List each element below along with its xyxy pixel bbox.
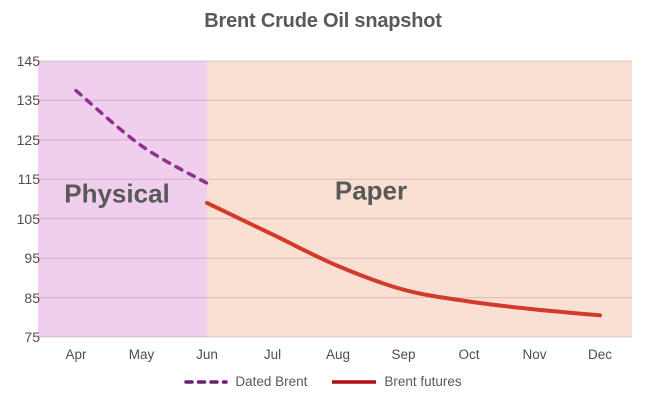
chart-title: Brent Crude Oil snapshot	[204, 10, 442, 32]
legend-item-dated-brent: Dated Brent	[184, 374, 307, 389]
legend-label-dated-brent: Dated Brent	[235, 374, 308, 389]
x-tick-label: Jun	[196, 347, 218, 362]
y-tick-label: 105	[16, 210, 40, 227]
x-tick-label: Dec	[587, 347, 612, 362]
x-tick-label: Jul	[263, 347, 282, 362]
x-tick-label: Oct	[458, 347, 480, 362]
y-tick-label: 95	[24, 250, 40, 267]
x-tick-label: Aug	[325, 347, 351, 362]
y-tick-label: 75	[24, 329, 40, 345]
y-tick-label: 135	[16, 92, 40, 109]
legend: Dated Brent Brent futures	[0, 374, 646, 389]
legend-label-brent-futures: Brent futures	[384, 374, 462, 389]
x-tick-label: Sep	[391, 347, 416, 362]
y-tick-label: 125	[16, 131, 40, 148]
brent-futures-line	[205, 200, 602, 318]
x-tick-label: Apr	[65, 347, 87, 362]
x-tick-label: Nov	[522, 347, 547, 362]
legend-item-brent-futures: Brent futures	[331, 374, 462, 389]
physical-region	[38, 61, 207, 337]
y-tick-label: 145	[16, 53, 40, 69]
y-tick-label: 85	[24, 289, 40, 306]
brent-futures-swatch-icon	[332, 379, 377, 384]
x-tick-label: May	[128, 347, 155, 362]
y-tick-label: 115	[17, 171, 40, 188]
region-label-paper: Paper	[334, 175, 408, 206]
region-label-physical: Physical	[64, 178, 170, 209]
dated-brent-line	[74, 88, 209, 185]
dated-brent-swatch-icon	[184, 379, 229, 384]
paper-region	[207, 61, 632, 337]
